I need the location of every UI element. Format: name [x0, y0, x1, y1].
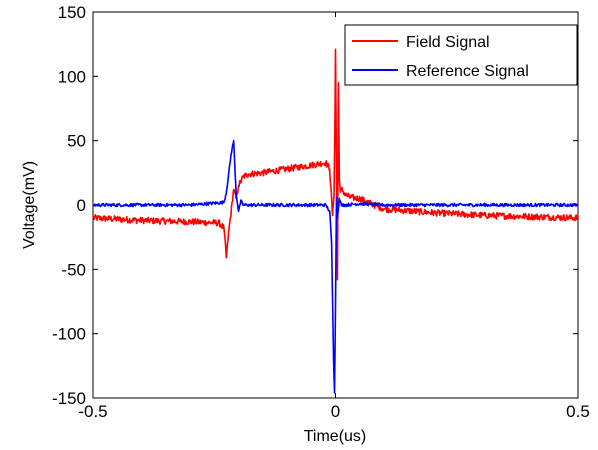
y-tick-label: 50 [67, 132, 86, 151]
legend: Field Signal Reference Signal [344, 24, 578, 86]
y-axis-label: Voltage(mV) [21, 161, 38, 249]
legend-box [344, 24, 578, 86]
y-tick-label: 150 [58, 3, 86, 22]
x-tick-label: 0 [331, 402, 340, 421]
series-line-field-signal [92, 48, 579, 281]
y-tick-label: -100 [52, 325, 86, 344]
legend-label-field-signal: Field Signal [406, 34, 490, 51]
x-axis-label: Time(us) [304, 428, 367, 445]
legend-label-reference-signal: Reference Signal [406, 63, 529, 80]
y-tick-label: 100 [58, 67, 86, 86]
series-line-reference-signal [92, 139, 579, 394]
y-tick-label: 0 [77, 196, 86, 215]
x-tick-label: 0.5 [566, 402, 590, 421]
y-tick-label: -150 [52, 389, 86, 408]
x-tick-label: -0.5 [78, 402, 107, 421]
y-tick-label: -50 [61, 260, 86, 279]
